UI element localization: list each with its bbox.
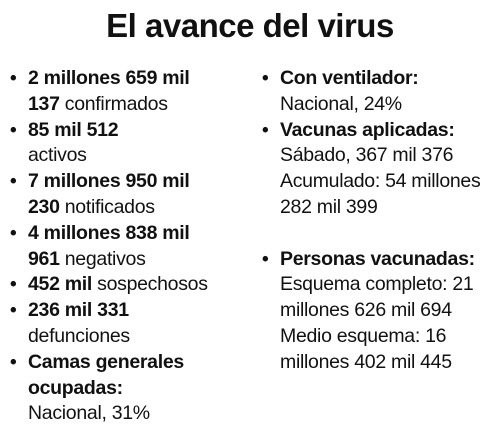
item-heading: Con ventilador: [280,67,419,89]
bullet-icon: • [262,68,269,89]
stat-value: 2 millones 659 mil [28,67,190,89]
stat-value: 961 [28,247,60,270]
bullet-icon: • [10,300,17,322]
stat-value: 452 mil [28,273,93,296]
page-title: El avance del virus [106,7,394,44]
bullet-icon: • [10,68,17,89]
stat-value: 85 mil 512 [28,118,119,141]
item-detail: Acumulado: 54 millones 282 mil 399 [280,170,481,218]
item-heading: Camas generales ocupadas: [28,350,184,399]
bullet-icon: • [262,119,269,141]
stat-label: notificados [59,195,155,218]
list-item-ventilador: • Con ventilador: Nacional, 24% [258,66,498,118]
list-item-notificados: • 7 millones 950 mil 230 notificados [6,169,250,221]
stat-value: 230 [28,195,60,218]
bullet-icon: • [262,248,269,270]
stat-label: activos [28,144,87,167]
left-column: • 2 millones 659 mil 137 confirmados • 8… [6,66,250,427]
right-column: • Con ventilador: Nacional, 24% • Vacuna… [258,66,498,376]
item-heading: Personas vacunadas: [280,247,475,270]
stat-value: 236 mil 331 [28,299,129,322]
item-detail: Nacional, 31% [28,402,150,425]
bullet-icon: • [10,351,17,373]
stats-list-left: • 2 millones 659 mil 137 confirmados • 8… [6,66,250,427]
stat-value: 4 millones 838 mil [28,221,190,244]
list-item-sospechosos: • 452 mil sospechosos [6,272,250,298]
list-spacer [258,221,498,247]
list-item-camas-generales: • Camas generales ocupadas: Nacional, 31… [6,350,250,427]
stat-label: negativos [59,247,146,270]
list-item-vacunas-aplicadas: • Vacunas aplicadas: Sábado, 367 mil 376… [258,118,498,221]
list-item-defunciones: • 236 mil 331 defunciones [6,298,250,350]
bullet-icon: • [10,171,17,193]
stat-label: defunciones [28,324,130,347]
list-item-activos: • 85 mil 512 activos [6,118,250,170]
list-item-negativos: • 4 millones 838 mil 961 negativos [6,221,250,273]
item-detail: Medio esquema: 16 millones 402 mil 445 [280,324,452,373]
list-item-confirmados: • 2 millones 659 mil 137 confirmados [6,66,250,118]
item-heading: Vacunas aplicadas: [280,118,455,141]
bullet-icon: • [10,222,17,244]
stat-label: sospechosos [92,273,208,296]
list-item-personas-vacunadas: • Personas vacunadas: Esquema completo: … [258,247,498,376]
bullet-icon: • [10,119,17,141]
item-detail: Esquema completo: 21 millones 626 mil 69… [280,273,474,322]
stat-label: confirmados [59,92,168,115]
item-detail: Nacional, 24% [280,92,402,115]
stat-value: 7 millones 950 mil [28,170,190,193]
bullet-icon: • [10,274,17,296]
stats-list-right: • Con ventilador: Nacional, 24% • Vacuna… [258,66,498,376]
item-detail: Sábado, 367 mil 376 [280,144,454,167]
stat-value: 137 [28,92,60,115]
